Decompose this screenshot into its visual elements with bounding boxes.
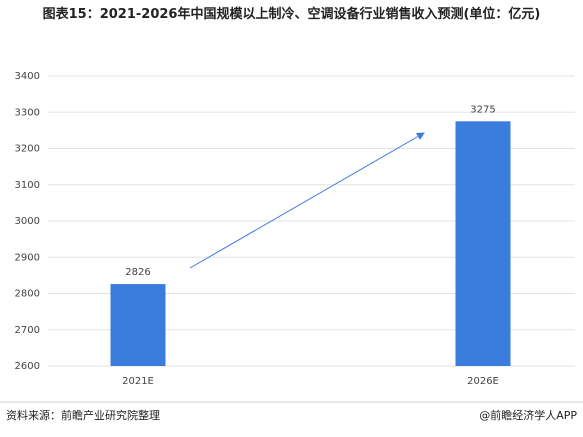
y-tick-label: 3100 <box>15 180 40 191</box>
x-tick-label: 2021E <box>122 376 154 387</box>
credit: @前瞻经济学人APP <box>479 408 577 422</box>
bar <box>110 284 166 366</box>
bar <box>455 121 511 366</box>
y-tick-label: 2700 <box>15 325 40 336</box>
chart-title: 图表15：2021-2026年中国规模以上制冷、空调设备行业销售收入预测(单位：… <box>42 7 541 22</box>
data-label: 3275 <box>470 104 495 115</box>
y-tick-label: 3200 <box>15 144 40 155</box>
source: 资料来源：前瞻产业研究院整理 <box>6 408 160 422</box>
y-tick-label: 2800 <box>15 289 40 300</box>
y-tick-label: 2600 <box>15 361 40 372</box>
y-tick-label: 3000 <box>15 216 40 227</box>
y-tick-label: 2900 <box>15 252 40 263</box>
data-label: 2826 <box>125 267 150 278</box>
y-tick-label: 3400 <box>15 71 40 82</box>
y-tick-label: 3300 <box>15 107 40 118</box>
trend-arrow <box>189 132 425 269</box>
x-tick-label: 2026E <box>467 376 499 387</box>
